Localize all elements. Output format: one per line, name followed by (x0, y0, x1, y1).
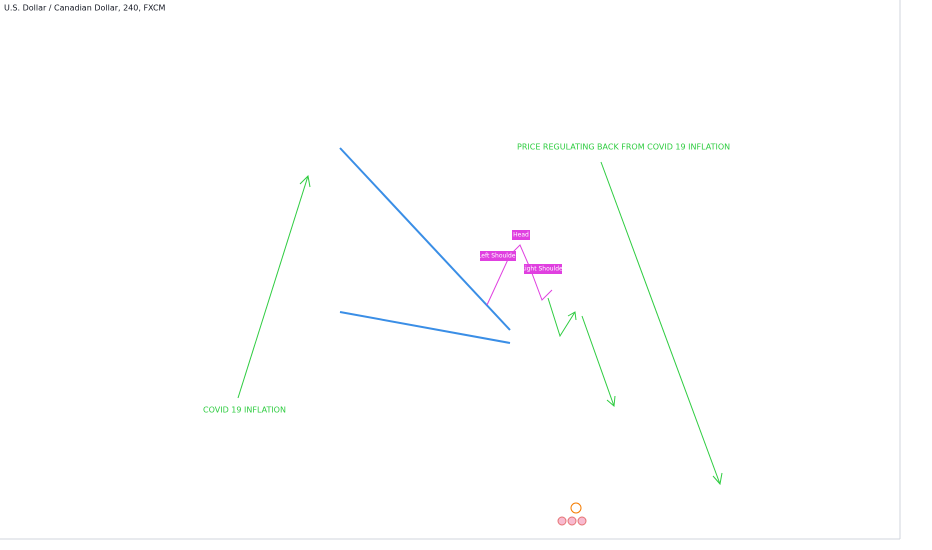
trend-line (339, 147, 511, 331)
event-icon (567, 516, 577, 526)
arrow (237, 175, 309, 399)
event-icons (557, 502, 587, 526)
pattern-label: Left Shoulder (478, 253, 518, 260)
arrow-head (712, 472, 723, 486)
drawings (237, 147, 723, 486)
event-icon (577, 516, 587, 526)
label-box (480, 251, 516, 261)
arrow-head (606, 395, 616, 408)
trend-line (339, 311, 511, 344)
arrow (581, 315, 615, 407)
arrow-head (567, 311, 577, 321)
pattern-line (486, 244, 553, 306)
arrow (547, 297, 576, 338)
label-box (512, 230, 530, 240)
pattern-label: Head (513, 232, 529, 239)
arrow-head (299, 174, 311, 188)
chart-title: U.S. Dollar / Canadian Dollar, 240, FXCM (4, 4, 166, 13)
annotation: PRICE REGULATING BACK FROM COVID 19 INFL… (517, 143, 730, 152)
label-box (524, 264, 562, 274)
annotation: COVID 19 INFLATION (203, 406, 286, 415)
arrow (600, 161, 721, 485)
pattern-label: Right Shoulder (521, 266, 566, 273)
event-icon (570, 502, 582, 514)
event-icon (557, 516, 567, 526)
